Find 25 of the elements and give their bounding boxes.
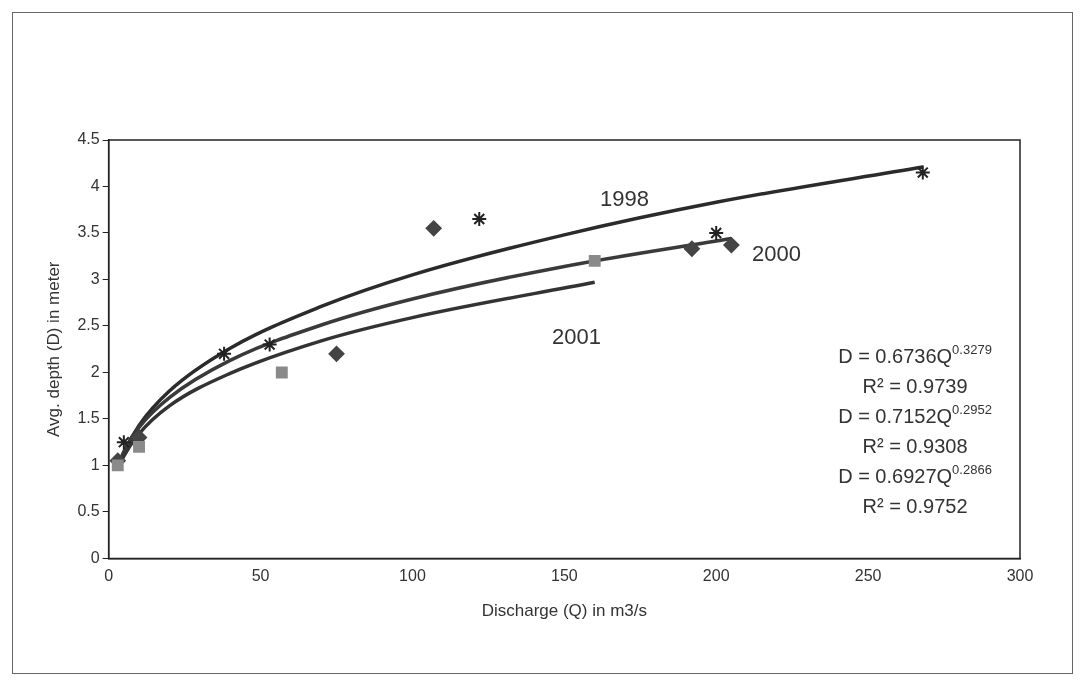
annotation: R² = 0.9739	[862, 375, 968, 397]
y-tick-label: 0	[90, 548, 100, 566]
x-tick-label: 300	[1006, 567, 1034, 585]
y-tick-label: 3.5	[77, 223, 100, 241]
x-tick-label: 50	[251, 567, 270, 585]
y-tick-label: 4.5	[77, 130, 100, 148]
y-tick-label: 2.5	[77, 316, 100, 334]
y-tick-label: 0.5	[77, 502, 100, 520]
y-tick-label: 4	[90, 176, 100, 194]
y-tick-label: 3	[90, 269, 100, 287]
annotation: R² = 0.9752	[862, 495, 968, 517]
annotation: 1998	[600, 186, 649, 212]
y-tick-label: 1.5	[77, 409, 100, 427]
x-tick-label: 150	[550, 567, 578, 585]
y-tick-label: 2	[90, 362, 100, 380]
annotation: 2001	[552, 324, 601, 350]
y-axis-title: Avg. depth (D) in meter	[43, 261, 63, 437]
x-tick-label: 250	[854, 567, 882, 585]
x-axis-title: Discharge (Q) in m3/s	[481, 601, 647, 621]
y-tick-label: 1	[90, 455, 100, 473]
x-tick-label: 100	[399, 567, 426, 585]
annotation: 2000	[752, 241, 801, 267]
x-tick-label: 200	[702, 567, 730, 585]
x-tick-label: 0	[104, 567, 114, 585]
annotation: R² = 0.9308	[862, 435, 968, 457]
